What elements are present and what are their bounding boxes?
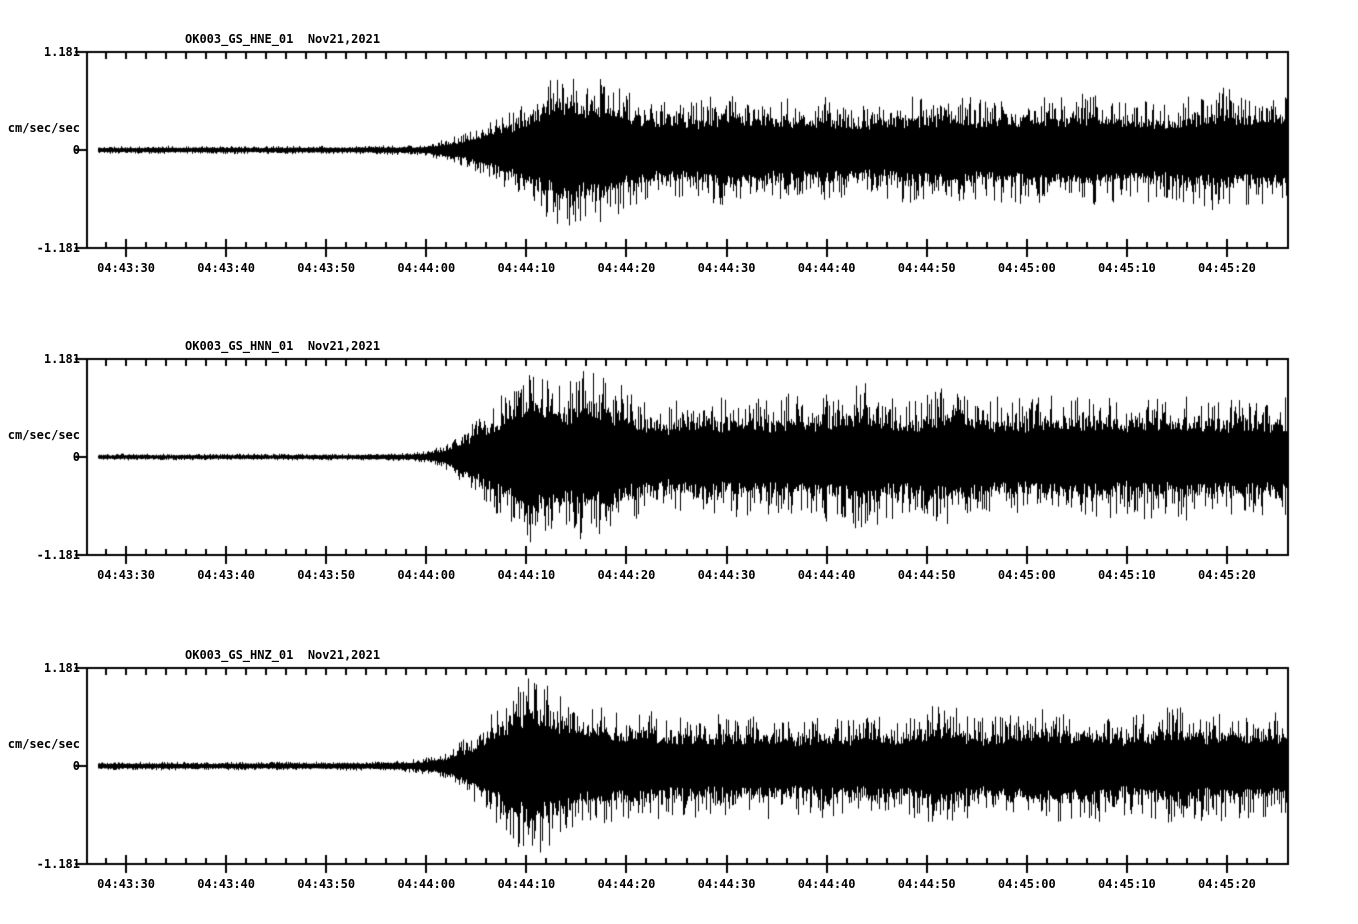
x-axis-tick-label: 04:44:10 [497,261,556,275]
x-axis-tick-label: 04:43:50 [297,877,356,891]
y-axis-zero-label: 0 [6,143,80,157]
y-axis-min-label: -1.181 [36,241,80,255]
seismogram-panel-hnn: OK003_GS_HNN_01 Nov21,2021 1.181 cm/sec/… [0,307,1358,607]
seismogram-panel-hne: OK003_GS_HNE_01 Nov21,2021 1.181 cm/sec/… [0,0,1358,300]
x-axis-tick-label: 04:43:40 [197,568,255,582]
x-axis-tick-label: 04:44:50 [897,877,956,891]
waveform-plot-hnn [70,353,1300,569]
y-axis-max-label: 1.181 [43,352,80,366]
x-axis-tick-label: 04:44:40 [797,261,856,275]
y-axis-zero-label: 0 [6,759,80,773]
y-axis-min-label: -1.181 [36,857,80,871]
x-axis-tick-label: 04:44:20 [597,261,656,275]
x-axis-tick-label: 04:44:30 [697,568,756,582]
x-axis-tick-label: 04:45:10 [1097,568,1156,582]
x-axis-tick-label: 04:45:00 [997,261,1056,275]
y-axis-unit-label: cm/sec/sec [7,428,80,442]
waveform-plot-hne [70,46,1300,262]
x-axis-tick-label: 04:44:10 [497,877,556,891]
seismogram-panel-hnz: OK003_GS_HNZ_01 Nov21,2021 1.181 cm/sec/… [0,616,1358,916]
x-axis-tick-label: 04:45:00 [997,877,1056,891]
x-axis-tick-label: 04:43:30 [97,261,155,275]
x-axis-tick-label: 04:44:20 [597,568,656,582]
x-axis-tick-label: 04:44:00 [397,261,456,275]
y-axis-max-label: 1.181 [43,45,80,59]
y-axis-max-label: 1.181 [43,661,80,675]
x-axis-tick-label: 04:44:40 [797,877,856,891]
x-axis-tick-label: 04:43:50 [297,568,356,582]
x-axis-tick-label: 04:45:20 [1198,568,1256,582]
y-axis-zero-label: 0 [6,450,80,464]
x-axis-tick-label: 04:44:00 [397,877,456,891]
x-axis-tick-label: 04:43:30 [97,877,155,891]
x-axis-tick-label: 04:43:30 [97,568,155,582]
x-axis-tick-label: 04:45:10 [1097,877,1156,891]
x-axis-tick-label: 04:44:10 [497,568,556,582]
x-axis-tick-label: 04:44:50 [897,261,956,275]
x-axis-tick-label: 04:43:40 [197,261,255,275]
x-axis-tick-label: 04:45:00 [997,568,1056,582]
x-axis-tick-label: 04:43:50 [297,261,356,275]
trace-title: OK003_GS_HNE_01 Nov21,2021 [185,32,381,46]
x-axis-tick-label: 04:45:20 [1198,261,1256,275]
x-axis-tick-label: 04:44:30 [697,877,756,891]
x-axis-tick-label: 04:44:30 [697,261,756,275]
y-axis-unit-label: cm/sec/sec [7,121,80,135]
x-axis-tick-label: 04:45:10 [1097,261,1156,275]
x-axis-tick-label: 04:44:50 [897,568,956,582]
x-axis-tick-label: 04:44:20 [597,877,656,891]
y-axis-unit-label: cm/sec/sec [7,737,80,751]
waveform-plot-hnz [70,662,1300,878]
y-axis-min-label: -1.181 [36,548,80,562]
x-axis-tick-label: 04:44:00 [397,568,456,582]
trace-title: OK003_GS_HNN_01 Nov21,2021 [185,339,381,353]
x-axis-tick-label: 04:43:40 [197,877,255,891]
x-axis-tick-label: 04:44:40 [797,568,856,582]
trace-title: OK003_GS_HNZ_01 Nov21,2021 [185,648,381,662]
x-axis-tick-label: 04:45:20 [1198,877,1256,891]
